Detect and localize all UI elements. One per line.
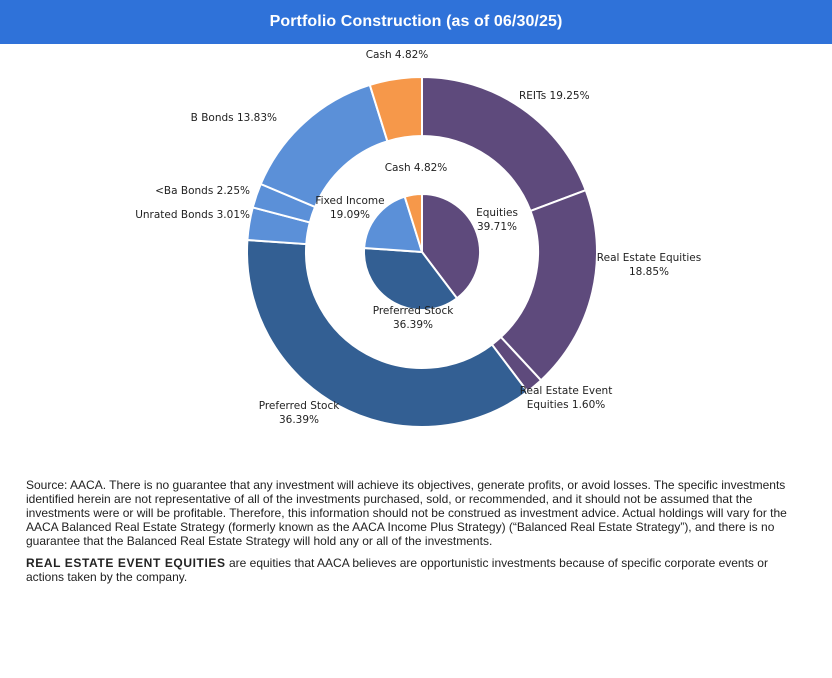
outer-label-cash-line-1: Cash 4.82% [366,49,429,61]
outer-slice-preferred-stock [246,238,529,428]
inner-label-cash: Cash 4.82% [385,162,448,174]
outer-label-ba-line-1: <Ba Bonds 2.25% [155,185,250,197]
source-disclaimer: Source: AACA. There is no guarantee that… [26,478,787,548]
definition-term: REAL ESTATE EVENT EQUITIES [26,556,226,570]
nested-donut-chart: Equities 39.71% Preferred Stock 36.39% Fixed… [135,49,701,428]
outer-label-re-event-line-2: Equities 1.60% [527,399,606,411]
chart-header-bar: Portfolio Construction (as of 06/30/25) [0,0,832,44]
inner-label-preferred: Preferred Stock 36.39% [373,305,455,331]
outer-label-re-event-line-1: Real Estate Event [520,385,613,397]
definition-text: are equities that AACA believes are oppo… [26,556,768,584]
inner-label-equities-line-1: Equities [476,207,518,219]
outer-label-re-equities-line-2: 18.85% [629,266,669,278]
outer-label-re-equities-line-1: Real Estate Equities [597,252,701,264]
inner-label-preferred-line-1: Preferred Stock [373,305,455,317]
inner-slice-equities [421,192,481,300]
outer-label-preferred-line-2: 36.39% [279,414,319,426]
footnotes: Source: AACA. There is no guarantee that… [26,478,796,592]
outer-slice-b-bonds [259,83,389,209]
inner-label-equities: Equities 39.71% [476,207,518,233]
outer-label-b: B Bonds 13.83% [191,112,277,124]
outer-label-ba: <Ba Bonds 2.25% [155,185,250,197]
inner-label-preferred-line-2: 36.39% [393,319,433,331]
outer-label-b-line-1: B Bonds 13.83% [191,112,277,124]
chart-title: Portfolio Construction (as of 06/30/25) [269,13,563,30]
inner-label-cash-line-1: Cash 4.82% [385,162,448,174]
outer-label-preferred-line-1: Preferred Stock [259,400,341,412]
outer-label-re-equities: Real Estate Equities 18.85% [597,252,701,278]
definition-note: REAL ESTATE EVENT EQUITIES are equities … [26,556,796,584]
outer-ring [246,75,598,428]
inner-slice-fixed-income [363,195,424,254]
outer-label-unrated-line-1: Unrated Bonds 3.01% [135,209,250,221]
inner-label-fixed: Fixed Income 19.09% [315,195,384,221]
outer-label-reits: REITs 19.25% [519,90,590,102]
inner-label-equities-line-2: 39.71% [477,221,517,233]
outer-label-re-event: Real Estate Event Equities 1.60% [520,385,613,411]
inner-label-fixed-line-1: Fixed Income [315,195,384,207]
outer-label-preferred: Preferred Stock 36.39% [259,400,341,426]
inner-ring [363,192,481,311]
inner-slice-preferred-stock [363,246,459,311]
outer-label-reits-line-1: REITs 19.25% [519,90,590,102]
outer-slice-cash [368,75,423,143]
inner-slice-cash [403,192,423,253]
outer-label-unrated: Unrated Bonds 3.01% [135,209,250,221]
outer-label-cash: Cash 4.82% [366,49,429,61]
slice-labels: Equities 39.71% Preferred Stock 36.39% Fixed… [135,49,701,426]
inner-label-fixed-line-2: 19.09% [330,209,370,221]
